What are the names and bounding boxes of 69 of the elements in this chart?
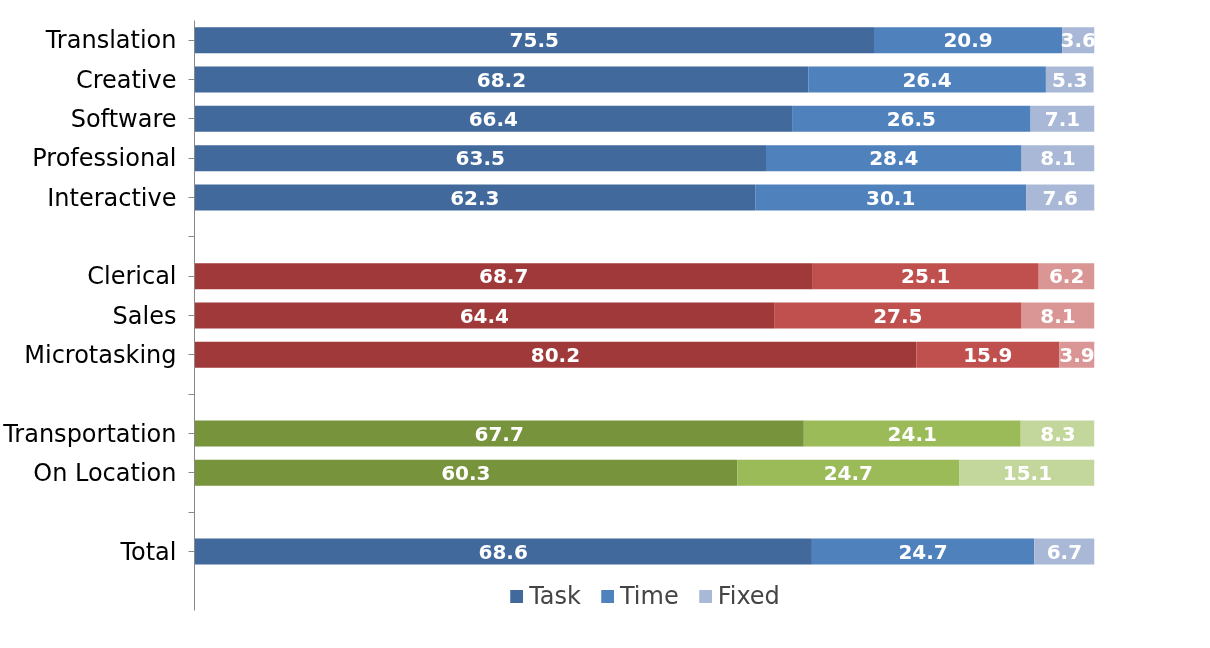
data-label: 68.6	[478, 539, 528, 564]
bar	[194, 538, 812, 565]
bar	[194, 27, 874, 54]
data-label: 7.1	[1044, 106, 1081, 131]
bar	[737, 459, 960, 486]
data-label: 8.1	[1040, 146, 1076, 171]
y-tick-label: Software	[70, 104, 177, 133]
bar	[194, 145, 766, 172]
data-label: 28.4	[869, 146, 919, 171]
data-label: 25.1	[901, 264, 951, 289]
data-label: 5.3	[1052, 67, 1088, 92]
bar	[808, 66, 1046, 93]
bar	[792, 105, 1031, 132]
legend-label: Fixed	[717, 582, 780, 610]
data-label: 80.2	[530, 342, 581, 367]
y-tick-label: Professional	[32, 144, 177, 173]
bar	[959, 459, 1095, 486]
data-label: 6.7	[1046, 539, 1083, 564]
bar	[803, 420, 1021, 447]
data-label: 67.7	[474, 421, 524, 446]
y-tick-label: Transportation	[2, 419, 177, 448]
data-label: 75.5	[509, 28, 559, 53]
data-label: 26.5	[886, 106, 937, 131]
data-label: 3.9	[1059, 342, 1095, 367]
data-label: 27.5	[873, 303, 923, 328]
data-label: 64.4	[459, 303, 509, 328]
data-label: 62.3	[450, 185, 500, 210]
bar	[811, 538, 1035, 565]
data-label: 6.2	[1048, 264, 1085, 289]
data-label: 24.7	[823, 460, 874, 485]
data-label: 8.1	[1040, 303, 1076, 328]
y-tick-label: Clerical	[87, 262, 177, 291]
y-tick-label: Microtasking	[24, 340, 177, 369]
data-label: 8.3	[1040, 421, 1076, 446]
data-label: 26.4	[902, 67, 952, 92]
data-label: 15.9	[963, 342, 1013, 367]
data-label: 68.2	[476, 67, 527, 92]
y-tick-label: Total	[119, 537, 177, 566]
data-label: 24.1	[887, 421, 937, 446]
bar	[916, 341, 1060, 368]
y-tick-label: Sales	[112, 301, 177, 330]
bar	[194, 66, 809, 93]
y-tick-label: Interactive	[47, 183, 177, 212]
data-label: 63.5	[455, 146, 505, 171]
bar	[755, 184, 1027, 211]
legend-label: Task	[529, 582, 581, 610]
bar	[194, 302, 775, 329]
bar	[194, 459, 738, 486]
data-label: 30.1	[865, 185, 916, 210]
data-label: 7.6	[1042, 185, 1079, 210]
legend-label: Time	[619, 582, 679, 610]
y-tick-label: Creative	[75, 65, 177, 94]
data-label: 15.1	[1002, 460, 1053, 485]
y-tick-label: On Location	[33, 458, 177, 487]
bar	[874, 27, 1063, 54]
data-label: 66.4	[468, 106, 518, 131]
bar	[194, 341, 917, 368]
bar	[194, 420, 804, 447]
y-tick-label: Translation	[44, 26, 177, 55]
bar	[194, 184, 756, 211]
data-label: 60.3	[441, 460, 491, 485]
bar	[194, 263, 813, 290]
bar	[812, 263, 1039, 290]
bar	[774, 302, 1022, 329]
bar	[766, 145, 1022, 172]
bar	[194, 105, 793, 132]
data-label: 24.7	[898, 539, 948, 564]
data-label: 20.9	[943, 28, 993, 53]
data-label: 68.7	[478, 264, 529, 289]
